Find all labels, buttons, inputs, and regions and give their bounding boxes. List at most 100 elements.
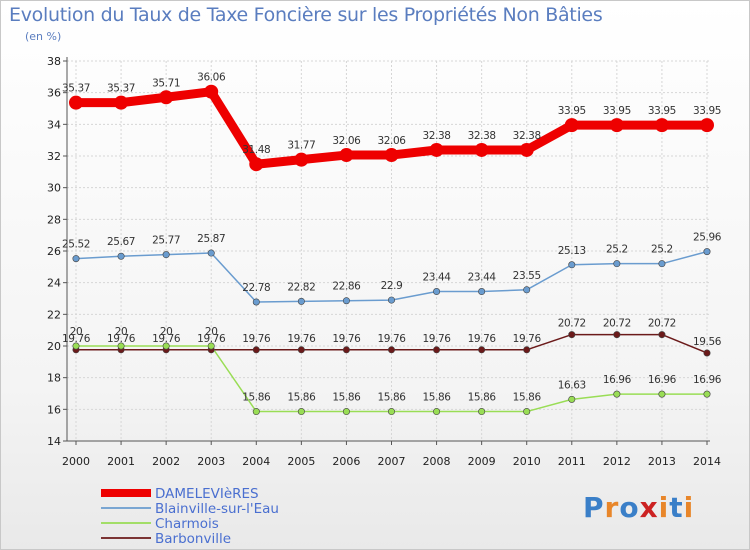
data-point xyxy=(433,408,441,416)
data-label: 15.86 xyxy=(513,392,542,404)
data-point xyxy=(654,118,669,133)
data-label: 16.63 xyxy=(558,379,586,391)
data-point xyxy=(252,408,260,416)
data-label: 25.13 xyxy=(558,245,586,257)
data-label: 15.86 xyxy=(423,392,452,404)
data-point xyxy=(613,260,621,268)
data-label: 25.96 xyxy=(693,232,722,244)
data-label: 22.78 xyxy=(242,282,270,294)
data-point xyxy=(387,296,395,304)
data-label: 22.9 xyxy=(381,280,403,292)
data-point xyxy=(568,395,576,403)
legend-label: Barbonville xyxy=(155,531,231,547)
data-label: 32.38 xyxy=(423,130,451,142)
y-tick-label: 18 xyxy=(47,372,61,385)
data-point xyxy=(568,261,576,269)
data-label: 15.86 xyxy=(332,392,361,404)
data-point xyxy=(474,142,489,157)
data-point xyxy=(568,331,576,339)
data-label: 16.96 xyxy=(693,374,722,386)
legend-label: Charmois xyxy=(155,516,219,532)
data-point xyxy=(387,408,395,416)
data-label: 25.2 xyxy=(606,244,628,256)
data-point xyxy=(72,342,80,350)
data-point xyxy=(162,342,170,350)
data-label: 19.76 xyxy=(152,333,181,345)
data-label: 20.72 xyxy=(603,318,631,330)
data-label: 20 xyxy=(115,326,128,338)
data-label: 19.76 xyxy=(242,333,271,345)
data-label: 20 xyxy=(70,326,83,338)
data-label: 19.76 xyxy=(423,333,452,345)
data-point xyxy=(114,95,129,110)
data-point xyxy=(564,118,579,133)
y-tick-label: 28 xyxy=(47,213,61,226)
y-tick-label: 16 xyxy=(47,403,61,416)
data-label: 19.76 xyxy=(513,333,542,345)
data-label: 35.71 xyxy=(152,77,180,89)
data-point xyxy=(117,252,125,260)
data-label: 25.77 xyxy=(152,235,180,247)
data-point xyxy=(700,118,714,133)
x-axis-ticks: 2000 2001 2002 2003 2004 2005 2006 2007 2008 2009… xyxy=(62,455,721,468)
data-point xyxy=(658,331,666,339)
y-axis-unit-label: (en %) xyxy=(25,30,62,43)
data-label: 19.76 xyxy=(107,333,136,345)
data-point xyxy=(342,346,350,354)
data-point xyxy=(478,288,486,296)
data-label: 32.38 xyxy=(513,130,541,142)
data-label: 19.76 xyxy=(62,333,91,345)
data-point xyxy=(297,297,305,305)
data-label: 20.72 xyxy=(558,318,586,330)
data-point xyxy=(297,346,305,354)
data-label: 25.52 xyxy=(62,239,90,251)
y-tick-label: 20 xyxy=(47,340,61,353)
legend-label: DAMELEVIèRES xyxy=(155,486,259,502)
data-label: 19.76 xyxy=(377,333,406,345)
data-label: 15.86 xyxy=(377,392,406,404)
x-tick-label: 2006 xyxy=(332,455,360,468)
data-point xyxy=(384,148,399,163)
data-label: 32.06 xyxy=(332,135,361,147)
x-tick-label: 2003 xyxy=(197,455,225,468)
data-point xyxy=(613,390,621,398)
data-point xyxy=(339,148,354,163)
data-point xyxy=(658,390,666,398)
data-point xyxy=(207,249,215,257)
data-label: 15.86 xyxy=(468,392,497,404)
data-point xyxy=(342,297,350,305)
data-point xyxy=(207,342,215,350)
data-point xyxy=(294,152,309,167)
data-label: 19.56 xyxy=(693,336,722,348)
data-label: 32.06 xyxy=(377,135,406,147)
data-point xyxy=(433,346,441,354)
data-point xyxy=(478,346,486,354)
data-point xyxy=(478,408,486,416)
data-label: 31.48 xyxy=(242,144,270,156)
data-label: 15.86 xyxy=(242,392,271,404)
y-axis-ticks: 14 16 18 20 22 24 26 28 30 32 34 36 38 xyxy=(47,55,61,448)
logo-letter: x xyxy=(639,491,659,524)
y-tick-label: 24 xyxy=(47,277,61,290)
data-point xyxy=(69,95,83,110)
y-tick-label: 38 xyxy=(47,55,61,68)
data-point xyxy=(613,331,621,339)
data-label: 25.2 xyxy=(651,244,673,256)
data-point xyxy=(523,346,531,354)
legend-label: Blainville-sur-l'Eau xyxy=(155,501,279,517)
grid-lines xyxy=(67,60,710,442)
logo-letter: o xyxy=(619,491,640,524)
data-point xyxy=(387,346,395,354)
data-label: 32.38 xyxy=(468,130,496,142)
data-label: 35.37 xyxy=(62,83,90,95)
logo-letter: P xyxy=(583,491,605,524)
data-point xyxy=(162,251,170,259)
data-labels: 35.37 35.37 35.71 36.06 31.48 31.77 32.06 32.06… xyxy=(62,72,722,404)
x-tick-label: 2000 xyxy=(62,455,90,468)
x-tick-label: 2009 xyxy=(468,455,496,468)
data-label: 15.86 xyxy=(287,392,316,404)
data-label: 22.82 xyxy=(287,281,315,293)
legend: DAMELEVIèRESBlainville-sur-l'EauCharmois… xyxy=(101,486,279,547)
